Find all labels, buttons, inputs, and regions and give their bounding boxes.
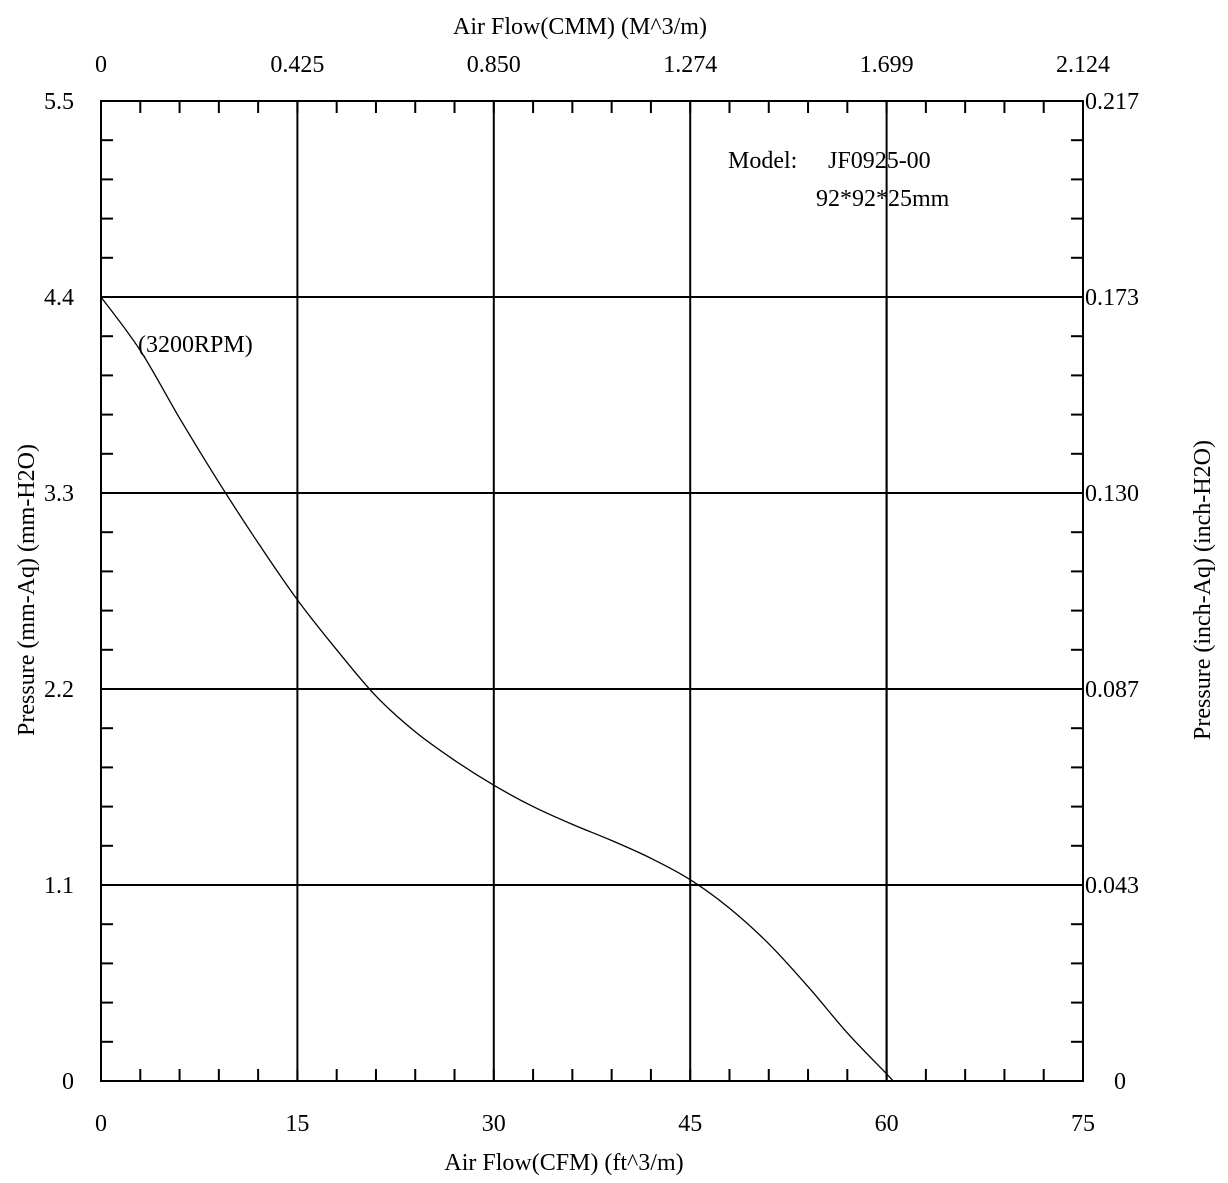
minor-ticks (101, 101, 1083, 1081)
x2-tick-label: 1.699 (860, 52, 914, 78)
y2-tick-label: 0.173 (1085, 285, 1139, 311)
y2-tick-label: 0.130 (1085, 481, 1139, 507)
x-tick-label: 45 (678, 1111, 702, 1137)
x2-tick-label: 0.850 (467, 52, 521, 78)
model-label: Model: (728, 148, 797, 174)
y-tick-label: 0 (62, 1069, 74, 1095)
y-tick-label: 2.2 (44, 677, 74, 703)
x-tick-label: 60 (875, 1111, 899, 1137)
x-axis-top-label: Air Flow(CMM) (M^3/m) (453, 14, 707, 40)
y-axis-right-label: Pressure (inch-Aq) (inch-H2O) (1190, 440, 1216, 740)
y2-tick-label: 0.217 (1085, 89, 1139, 115)
x-axis-bottom-label: Air Flow(CFM) (ft^3/m) (444, 1150, 683, 1176)
x2-tick-label: 0 (95, 52, 107, 78)
y-tick-label: 1.1 (44, 873, 74, 899)
plot-frame (100, 100, 1084, 1082)
y2-tick-label: 0 (1114, 1069, 1126, 1095)
grid-lines (100, 100, 1084, 1082)
rpm-label: (3200RPM) (138, 332, 253, 358)
model-size: 92*92*25mm (816, 186, 950, 212)
y-tick-label: 3.3 (44, 481, 74, 507)
y-tick-label: 5.5 (44, 89, 74, 115)
x2-tick-label: 1.274 (663, 52, 717, 78)
y2-tick-label: 0.043 (1085, 873, 1139, 899)
pressure-curve (100, 296, 894, 1082)
x2-tick-label: 0.425 (270, 52, 324, 78)
x-tick-label: 15 (285, 1111, 309, 1137)
x2-tick-label: 2.124 (1056, 52, 1110, 78)
x-tick-label: 75 (1071, 1111, 1095, 1137)
x-tick-label: 30 (482, 1111, 506, 1137)
y2-tick-label: 0.087 (1085, 677, 1139, 703)
y-tick-label: 4.4 (44, 285, 74, 311)
x-tick-label: 0 (95, 1111, 107, 1137)
tick-labels: 0 15 30 45 60 75 0 0.425 0.850 1.274 1.699 2.124 0 1.… (44, 52, 1139, 1137)
y-axis-left-label: Pressure (mm-Aq) (mm-H2O) (14, 444, 40, 736)
model-value: JF0925-00 (828, 148, 931, 174)
